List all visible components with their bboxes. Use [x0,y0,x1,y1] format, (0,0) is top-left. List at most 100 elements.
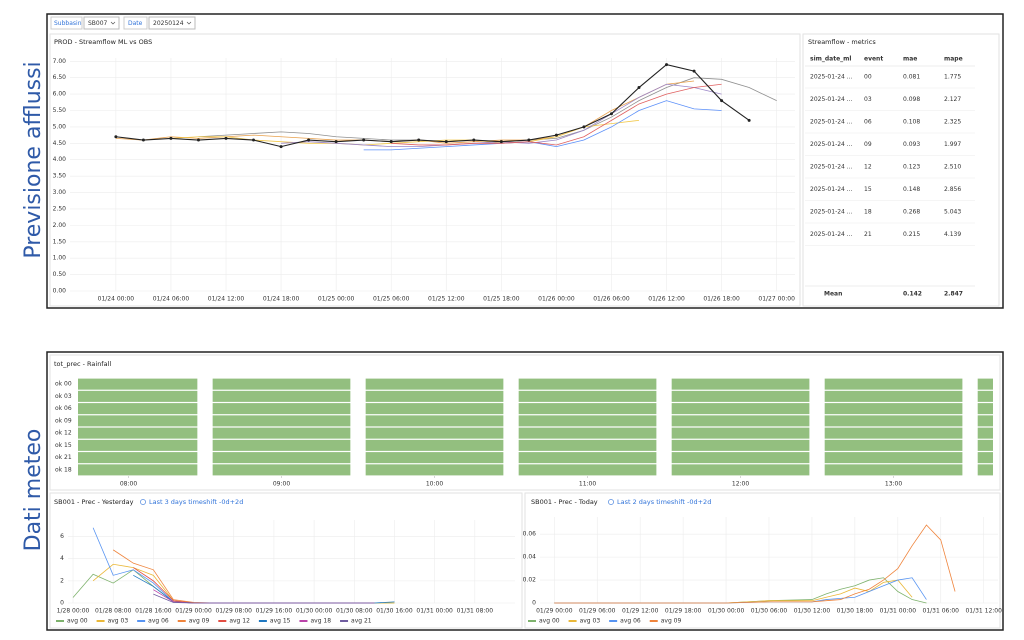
legend-label: avg 09 [661,618,682,625]
x-tick-label: 01/30 00:00 [708,608,745,615]
state-block [78,452,198,464]
series-marker [499,140,503,144]
state-block [518,464,657,476]
table-footer: 2.847 [944,291,963,298]
table-cell: 2025-01-24 ... [810,74,853,81]
x-tick-label: 01/31 08:00 [457,608,494,615]
row-label: ok 18 [55,466,72,473]
table-cell: 0.215 [903,231,920,238]
y-tick-label: 0 [60,600,64,607]
legend-label: avg 12 [229,618,250,625]
row-label: ok 06 [55,405,72,412]
state-block [671,464,810,476]
x-tick-label: 01/24 06:00 [153,296,190,303]
y-tick-label: 0.02 [523,577,537,584]
x-tick-label: 01/25 18:00 [483,296,520,303]
state-block [671,439,810,451]
series-line [153,593,375,604]
filter-label: Subbasin [54,20,82,27]
x-tick-label: 01/29 08:00 [215,608,252,615]
table-cell: 4.139 [944,231,961,238]
panel-link[interactable]: Last 2 days timeshift -0d+2d [617,498,711,506]
table-cell: 06 [864,119,872,126]
x-tick-label: 01/29 16:00 [256,608,293,615]
filter-value[interactable]: 20250124 [153,20,184,27]
y-tick-label: 5.50 [53,107,67,114]
section-label: Previsione afflussi [21,61,46,258]
chevron-icon[interactable] [110,21,116,25]
legend-label: avg 21 [351,618,372,625]
state-block [824,464,963,476]
table-cell: 00 [864,74,872,81]
state-block [365,452,504,464]
filter-label-box [50,16,83,30]
legend-label: avg 15 [270,618,291,625]
state-block [365,403,504,415]
series-marker [417,138,421,142]
x-tick-label: 01/29 06:00 [579,608,616,615]
table-cell: 2025-01-24 ... [810,209,853,216]
panel-title: Streamflow - metrics [808,38,876,46]
x-tick-label: 01/31 12:00 [965,608,1002,615]
y-tick-label: 2.00 [53,222,67,229]
state-block [78,403,198,415]
series-marker [224,136,228,140]
chevron-icon[interactable] [186,21,192,25]
row-label: ok 12 [55,430,72,437]
info-icon[interactable] [140,499,146,505]
table-footer: 0.142 [903,291,922,298]
table-cell: 09 [864,141,872,148]
panel-title: PROD - Streamflow ML vs OBS [54,38,152,46]
state-block [977,464,993,476]
series-marker [720,99,724,103]
state-block [671,390,810,402]
filter-select[interactable] [83,16,120,30]
state-block [365,427,504,439]
table-cell: 1.775 [944,74,961,81]
filter-select[interactable] [148,16,196,30]
series-marker [141,138,145,142]
series-marker [665,63,669,67]
legend-label: avg 06 [148,618,169,625]
table-cell: 2025-01-24 ... [810,164,853,171]
x-tick-label: 01/29 00:00 [175,608,212,615]
series-marker [609,112,613,116]
table-cell: 2.325 [944,119,961,126]
y-tick-label: 4.00 [53,156,67,163]
info-icon[interactable] [608,499,614,505]
state-block [977,439,993,451]
state-block [671,415,810,427]
series-marker [334,140,338,144]
series-line [115,63,750,148]
x-tick-label: 01/26 18:00 [703,296,740,303]
state-block [518,427,657,439]
table-cell: 0.108 [903,119,920,126]
series-marker [307,138,311,142]
state-block [671,378,810,390]
state-block [212,390,351,402]
filter-label-box [123,16,148,30]
series-marker [554,133,558,137]
filter-value[interactable]: SB007 [88,20,108,27]
y-tick-label: 2 [60,577,64,584]
y-tick-label: 4 [60,555,64,562]
state-block [977,452,993,464]
y-tick-label: 7.00 [53,58,67,65]
y-tick-label: 0.04 [523,554,537,561]
x-tick-label: 01/28 08:00 [95,608,132,615]
y-tick-label: 6.00 [53,91,67,98]
x-tick-label: 01/24 18:00 [263,296,300,303]
state-block [78,464,198,476]
state-block [824,415,963,427]
panel-link[interactable]: Last 3 days timeshift -0d+2d [149,498,243,506]
table-header: mae [903,56,917,63]
state-block [212,427,351,439]
state-block [977,390,993,402]
state-block [977,378,993,390]
state-block [78,427,198,439]
state-block [518,452,657,464]
table-cell: 2.127 [944,96,961,103]
state-block [212,452,351,464]
row-label: ok 21 [55,454,72,461]
